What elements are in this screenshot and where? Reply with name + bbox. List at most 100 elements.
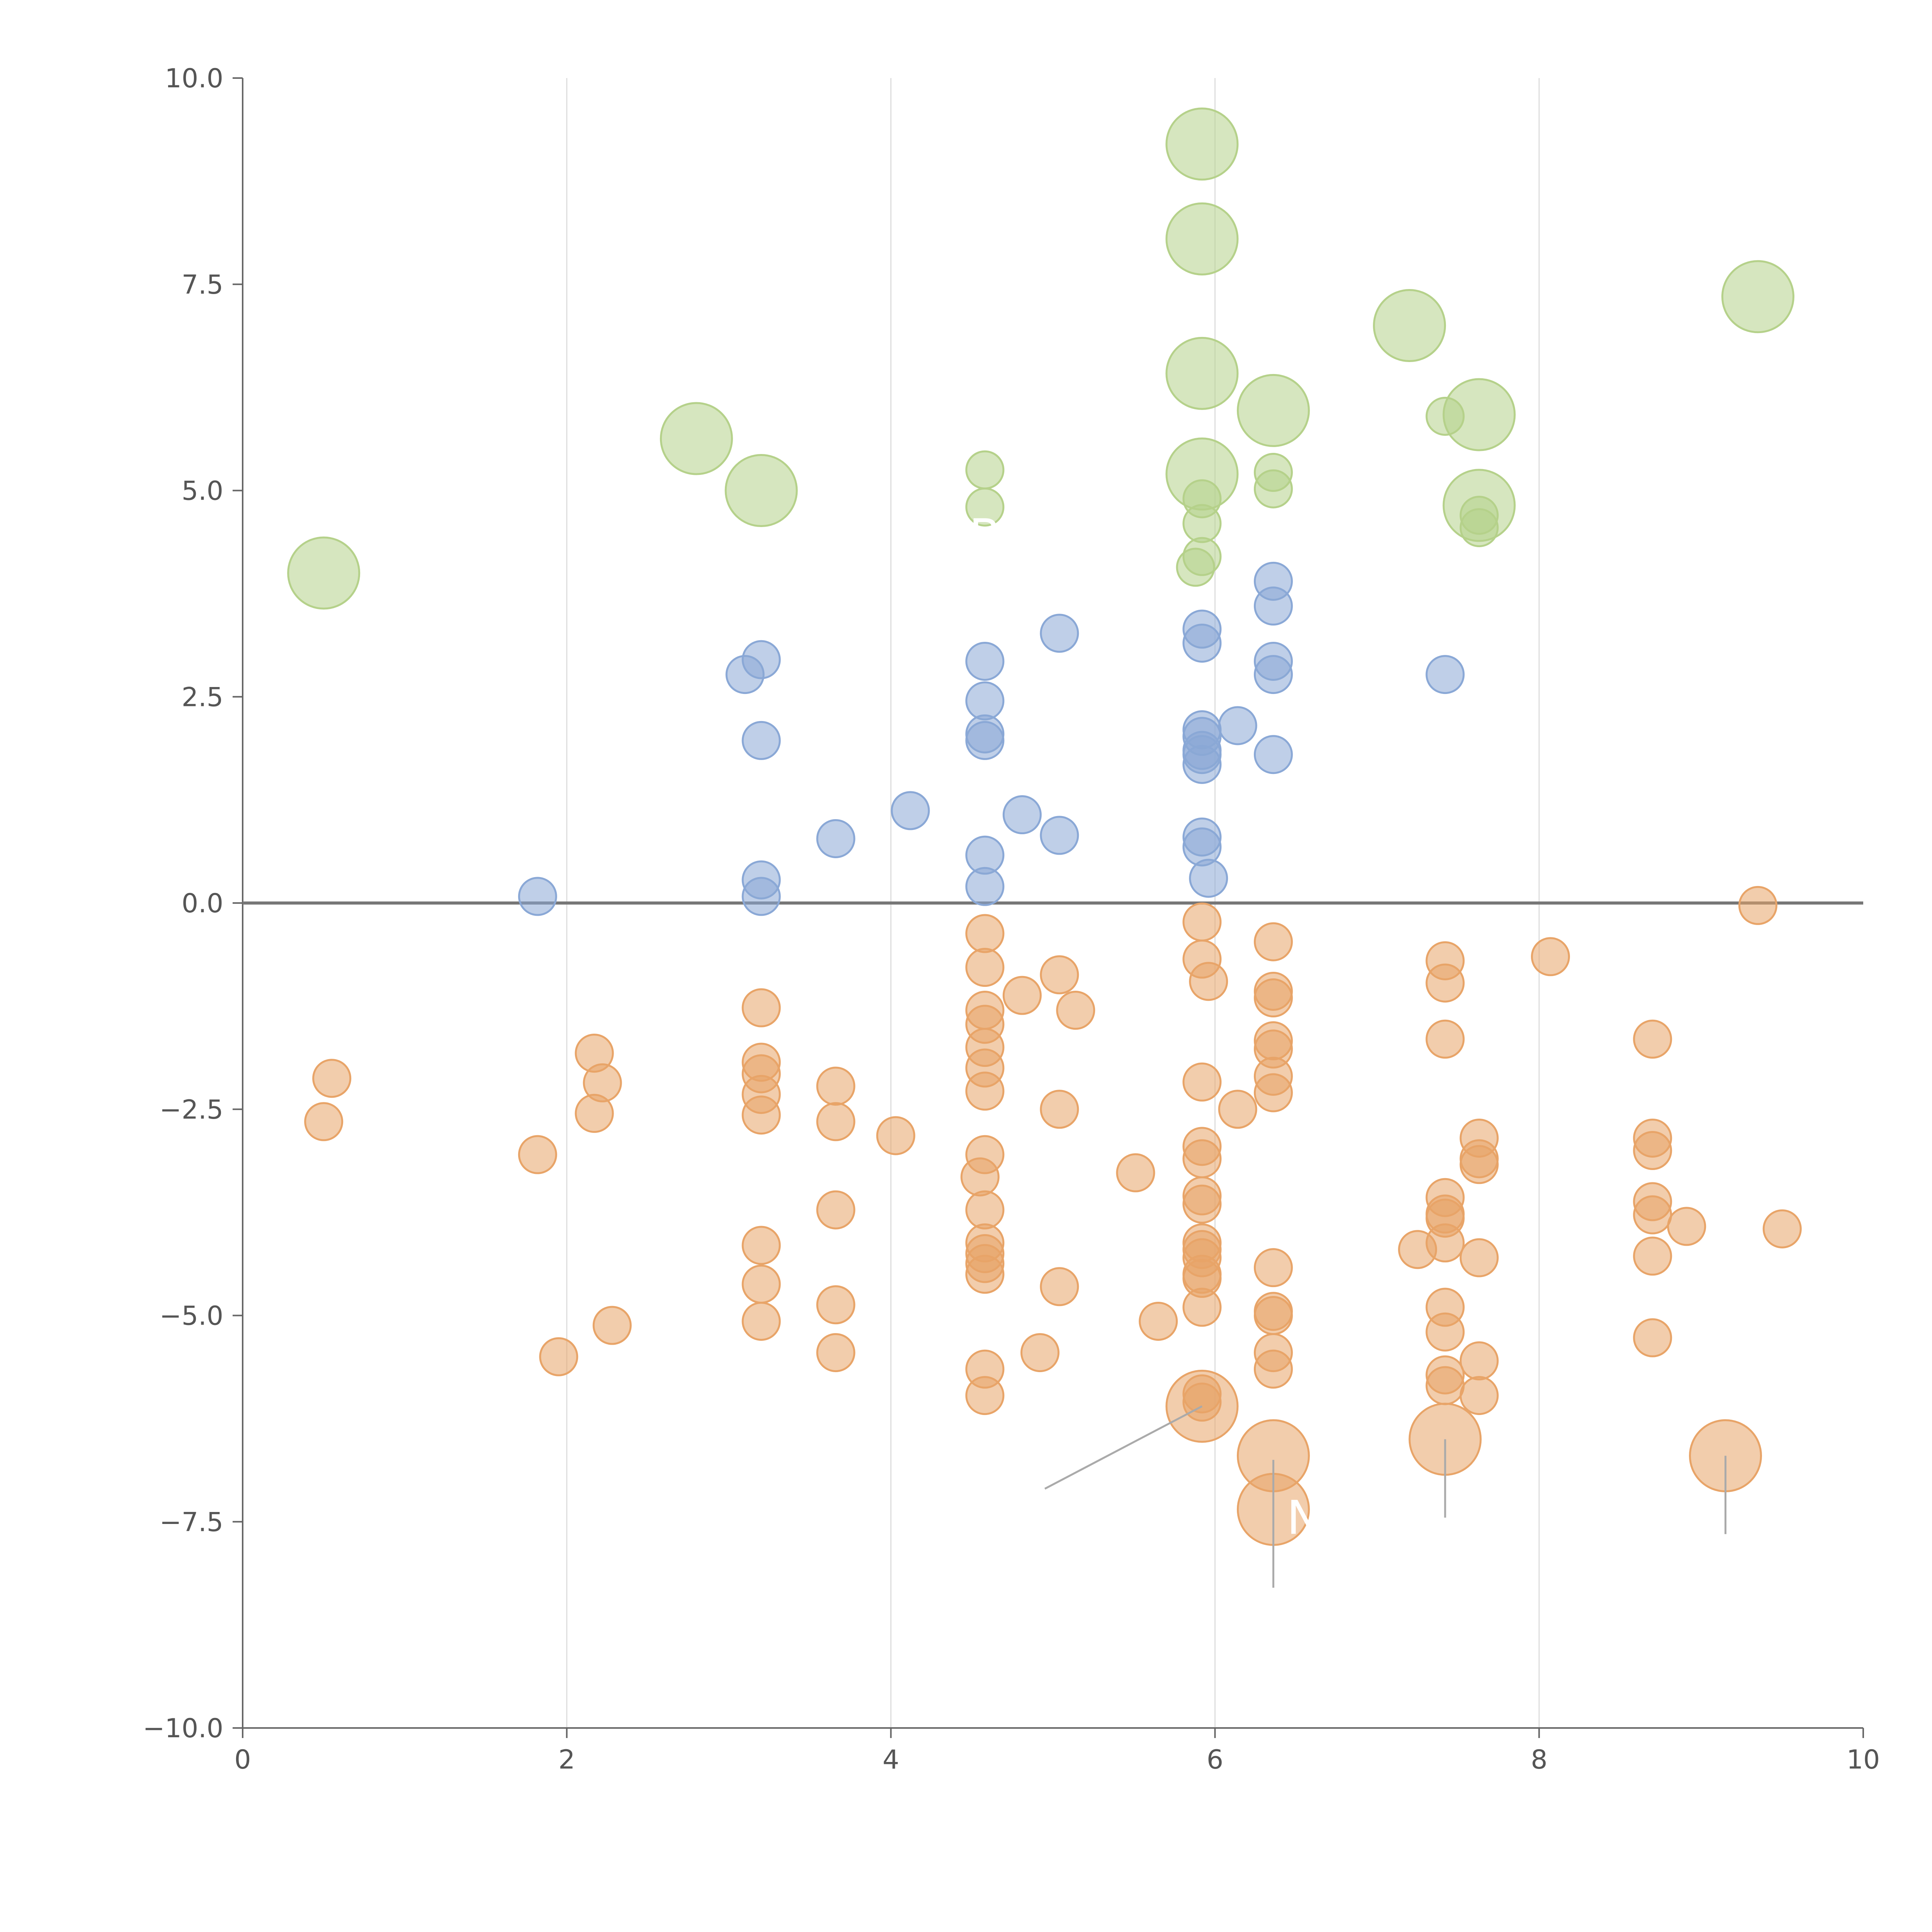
data-point — [1425, 1366, 1465, 1405]
y-tick-label: 2.5 — [182, 682, 223, 713]
data-point — [1139, 1301, 1178, 1341]
data-point — [965, 1376, 1005, 1415]
data-point — [1633, 1131, 1672, 1170]
data-point — [1002, 976, 1042, 1015]
bubble-point — [1165, 337, 1239, 410]
data-point — [742, 1226, 781, 1265]
y-tick-label: 7.5 — [182, 270, 223, 300]
data-point — [1020, 1333, 1060, 1372]
bubble-point — [287, 536, 361, 610]
y-tick-label: 5.0 — [182, 476, 223, 507]
data-point — [891, 791, 930, 830]
data-point — [1182, 902, 1222, 942]
data-point — [965, 1071, 1005, 1111]
data-point — [1056, 991, 1095, 1030]
data-point — [742, 988, 781, 1027]
data-point — [312, 1059, 352, 1098]
data-point — [1116, 1153, 1155, 1192]
data-point — [816, 1285, 855, 1325]
data-point — [1182, 1184, 1222, 1224]
data-point — [965, 1255, 1005, 1294]
data-point — [539, 1337, 578, 1376]
data-point — [518, 1135, 557, 1174]
data-point — [1425, 963, 1465, 1003]
x-tick-label: 6 — [1207, 1745, 1223, 1775]
data-point — [742, 877, 781, 916]
bubble-point — [1165, 437, 1239, 511]
data-point — [1182, 745, 1222, 784]
data-point — [575, 1094, 614, 1133]
bubble-point — [1165, 202, 1239, 276]
data-point — [1425, 1019, 1465, 1059]
bubble-point — [1721, 260, 1794, 333]
y-tick-label: −5.0 — [160, 1301, 223, 1332]
y-tick-label: −7.5 — [160, 1507, 223, 1537]
data-point — [965, 721, 1005, 760]
data-point — [965, 487, 1005, 527]
data-point — [965, 914, 1005, 953]
data-point — [965, 641, 1005, 681]
data-point — [742, 640, 781, 679]
data-point — [1738, 886, 1777, 925]
data-point — [1459, 1238, 1499, 1277]
y-tick-label: −2.5 — [160, 1095, 223, 1125]
bubble-point — [1165, 107, 1239, 181]
data-point — [1762, 1209, 1802, 1248]
data-point — [518, 877, 557, 916]
data-point — [816, 1333, 855, 1372]
data-point — [742, 1301, 781, 1341]
bubble-point — [1442, 469, 1516, 542]
y-tick-label: 10.0 — [165, 63, 223, 94]
x-tick-label: 2 — [558, 1745, 575, 1775]
data-point — [1040, 816, 1079, 855]
data-point — [1189, 962, 1228, 1001]
data-point — [1040, 1267, 1079, 1306]
data-point — [1253, 978, 1293, 1018]
data-point — [1459, 1145, 1499, 1184]
y-tick-label: 0.0 — [182, 888, 223, 919]
bubble-point — [660, 402, 733, 475]
data-point — [1425, 1312, 1465, 1352]
data-point — [1633, 1236, 1672, 1276]
data-point — [1176, 548, 1215, 587]
bubble-point — [1236, 374, 1310, 447]
data-point — [965, 948, 1005, 987]
data-point — [1531, 937, 1570, 976]
data-point — [965, 867, 1005, 906]
x-tick-label: 8 — [1531, 1745, 1548, 1775]
data-point — [816, 1190, 855, 1230]
data-point — [1182, 1062, 1222, 1102]
data-point — [965, 681, 1005, 721]
leader-line — [1044, 1405, 1203, 1490]
data-point — [742, 1095, 781, 1135]
data-point — [1182, 623, 1222, 663]
data-point — [816, 1066, 855, 1106]
data-point — [1425, 655, 1465, 694]
data-point — [816, 819, 855, 858]
x-tick-label: 10 — [1847, 1745, 1880, 1775]
data-point — [1189, 859, 1228, 898]
tick-labels: 0 2 4 6 8 10 −10.0 −7.5 −5.0 −2.5 0.0 2.5 5.0 7.5 10.0 — [143, 63, 1880, 1775]
data-point — [1218, 1090, 1257, 1129]
data-point — [1253, 1073, 1293, 1112]
data-point — [1633, 1195, 1672, 1235]
data-point — [1253, 922, 1293, 961]
points-layer — [287, 107, 1802, 1546]
data-point — [965, 450, 1005, 490]
data-point — [1253, 586, 1293, 626]
data-point — [1459, 1341, 1499, 1381]
data-point — [1002, 795, 1042, 835]
annotation-label: B — [969, 510, 1001, 563]
data-point — [1633, 1318, 1672, 1357]
data-point — [816, 1102, 855, 1141]
data-point — [1253, 655, 1293, 694]
data-point — [960, 1157, 1000, 1197]
annotation-label: N — [1287, 1492, 1321, 1545]
data-point — [1253, 1248, 1293, 1287]
data-point — [1253, 469, 1293, 509]
x-tick-label: 4 — [883, 1745, 899, 1775]
series-orange — [304, 886, 1802, 1546]
series-blue — [518, 561, 1465, 916]
bubble-point — [724, 454, 798, 527]
